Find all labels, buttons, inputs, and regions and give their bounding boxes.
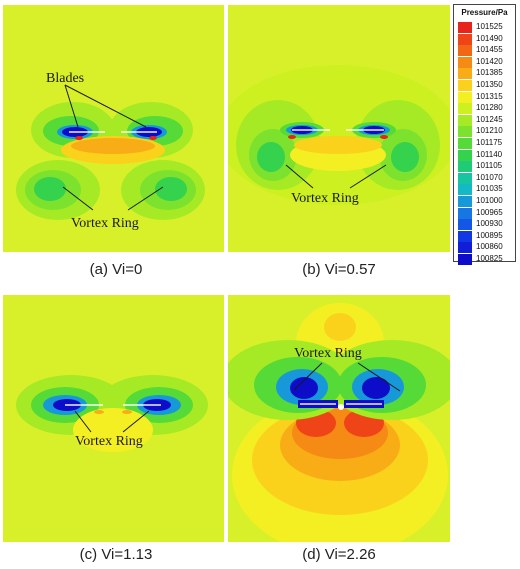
legend-swatch bbox=[458, 242, 472, 254]
legend-swatch bbox=[458, 207, 472, 219]
legend-swatch bbox=[458, 103, 472, 115]
contour-panel-b: Vortex Ring bbox=[228, 5, 450, 252]
legend-value: 101420 bbox=[476, 56, 503, 66]
legend-value: 100930 bbox=[476, 219, 503, 229]
legend-row: 101455 bbox=[458, 44, 515, 57]
legend-value: 101035 bbox=[476, 184, 503, 194]
legend-title: Pressure/Pa bbox=[461, 8, 508, 17]
legend-value: 101210 bbox=[476, 126, 503, 136]
legend-row: 101490 bbox=[458, 33, 515, 45]
legend-value: 101245 bbox=[476, 114, 503, 124]
contour-panel-a: Blades Vortex Ring bbox=[3, 5, 224, 252]
legend-swatch bbox=[458, 149, 472, 161]
legend-value: 101140 bbox=[476, 149, 503, 159]
legend-swatch bbox=[458, 138, 472, 149]
annotation-blades: Blades bbox=[46, 71, 84, 86]
legend-swatch bbox=[458, 196, 472, 207]
legend-row: 101420 bbox=[458, 56, 515, 68]
contour-panel-d: Vortex Ring bbox=[228, 295, 450, 542]
legend-swatch bbox=[458, 114, 472, 126]
legend-row: 101315 bbox=[458, 91, 515, 103]
legend-row: 101350 bbox=[458, 79, 515, 91]
legend-row: 101105 bbox=[458, 160, 515, 173]
legend-swatch bbox=[458, 230, 472, 242]
legend-swatch bbox=[458, 161, 472, 173]
legend-row: 100895 bbox=[458, 230, 515, 242]
contour-panel-c: Vortex Ring bbox=[3, 295, 224, 542]
legend-swatch bbox=[458, 126, 472, 138]
legend-swatch bbox=[458, 68, 472, 80]
legend-row: 101280 bbox=[458, 102, 515, 115]
legend-row: 101210 bbox=[458, 125, 515, 138]
legend-row: 100930 bbox=[458, 218, 515, 231]
legend-value: 101315 bbox=[476, 91, 503, 101]
legend-value: 101525 bbox=[476, 22, 503, 31]
legend-row: 101385 bbox=[458, 67, 515, 80]
legend-swatch bbox=[458, 184, 472, 196]
legend-value: 101000 bbox=[476, 196, 503, 205]
legend-value: 101280 bbox=[476, 103, 503, 113]
legend-row: 100825 bbox=[458, 253, 515, 265]
legend-value: 101385 bbox=[476, 68, 503, 78]
legend-value: 101490 bbox=[476, 33, 503, 43]
legend-row: 101525 bbox=[458, 21, 515, 33]
caption-d: (d) Vi=2.26 bbox=[302, 546, 376, 563]
legend-value: 100860 bbox=[476, 242, 503, 252]
legend-swatch bbox=[458, 91, 472, 103]
legend-swatch bbox=[458, 80, 472, 91]
legend-swatch bbox=[458, 22, 472, 33]
caption-b: (b) Vi=0.57 bbox=[302, 261, 376, 278]
legend-value: 101350 bbox=[476, 80, 503, 89]
legend-value: 100825 bbox=[476, 254, 503, 263]
annotation-vortex-ring: Vortex Ring bbox=[291, 191, 359, 206]
legend-row: 101000 bbox=[458, 195, 515, 207]
legend-row: 101140 bbox=[458, 149, 515, 161]
annotation-vortex-ring: Vortex Ring bbox=[75, 434, 143, 449]
legend-swatch bbox=[458, 33, 472, 45]
legend-swatch bbox=[458, 172, 472, 184]
legend-swatch bbox=[458, 254, 472, 265]
caption-c: (c) Vi=1.13 bbox=[79, 546, 153, 563]
legend-swatch bbox=[458, 45, 472, 57]
legend-row: 100965 bbox=[458, 207, 515, 219]
legend-swatch bbox=[458, 56, 472, 68]
legend-value: 100895 bbox=[476, 230, 503, 240]
legend-value: 101070 bbox=[476, 172, 503, 182]
annotation-vortex-ring: Vortex Ring bbox=[71, 216, 139, 231]
legend-row: 101245 bbox=[458, 114, 515, 126]
legend-value: 101455 bbox=[476, 45, 503, 55]
legend-row: 101035 bbox=[458, 183, 515, 196]
legend-row: 101175 bbox=[458, 137, 515, 149]
legend-value: 100965 bbox=[476, 207, 503, 217]
legend-value: 101175 bbox=[476, 138, 503, 147]
legend-row: 100860 bbox=[458, 241, 515, 254]
caption-a: (a) Vi=0 bbox=[89, 261, 143, 278]
legend-swatch bbox=[458, 219, 472, 231]
annotation-vortex-ring: Vortex Ring bbox=[294, 346, 362, 361]
legend-row: 101070 bbox=[458, 172, 515, 184]
pressure-legend: Pressure/Pa 101525 101490 101455 101420 1013… bbox=[453, 4, 516, 265]
legend-value: 101105 bbox=[476, 161, 503, 171]
